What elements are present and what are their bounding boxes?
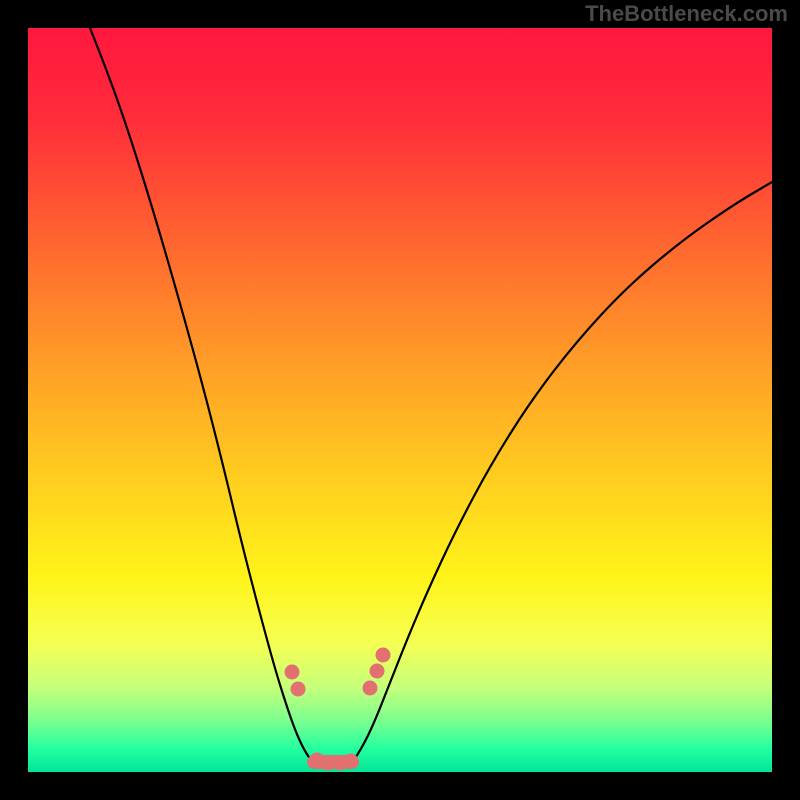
data-point [291, 682, 306, 697]
data-point [376, 648, 391, 663]
chart-frame: TheBottleneck.com [0, 0, 800, 800]
data-point [344, 754, 359, 769]
watermark-text: TheBottleneck.com [585, 1, 788, 27]
data-point [370, 664, 385, 679]
plot-background [28, 28, 772, 772]
bottleneck-curve-chart [0, 0, 800, 800]
data-point [285, 665, 300, 680]
data-point [363, 681, 378, 696]
